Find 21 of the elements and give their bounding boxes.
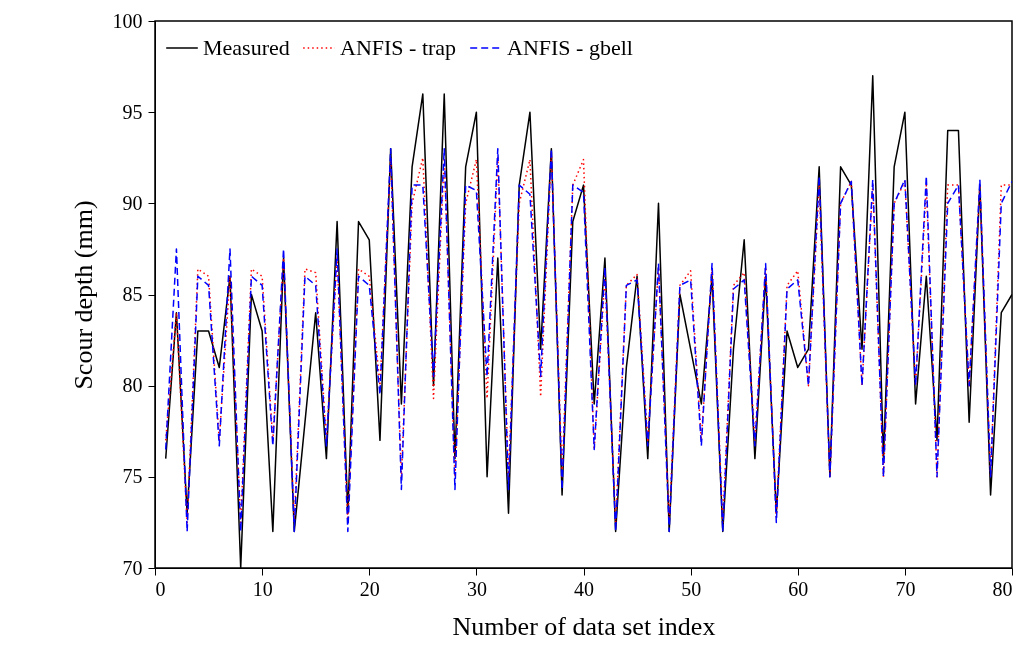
y-tick-label: 70	[122, 556, 143, 579]
x-tick-label: 0	[155, 577, 166, 600]
x-tick-label: 80	[992, 577, 1013, 600]
y-tick-label: 100	[112, 9, 143, 32]
y-axis-title: Scour depth (mm)	[68, 200, 98, 390]
x-tick-label: 40	[574, 577, 594, 600]
x-tick-label: 50	[681, 577, 702, 600]
y-tick-label: 85	[122, 283, 143, 305]
legend-label: ANFIS - gbell	[507, 35, 633, 60]
x-axis-title: Number of data set index	[452, 611, 716, 641]
x-tick-label: 30	[466, 577, 487, 600]
y-tick-label: 80	[122, 374, 143, 397]
y-tick-label: 90	[122, 191, 143, 214]
legend-label: ANFIS - trap	[340, 35, 457, 60]
x-tick-label: 70	[895, 577, 916, 600]
y-tick-label: 75	[122, 465, 143, 488]
legend-label: Measured	[203, 35, 290, 60]
x-tick-label: 10	[252, 577, 273, 600]
x-tick-label: 20	[359, 577, 380, 600]
x-tick-label: 60	[788, 577, 809, 600]
y-tick-label: 95	[122, 100, 143, 123]
